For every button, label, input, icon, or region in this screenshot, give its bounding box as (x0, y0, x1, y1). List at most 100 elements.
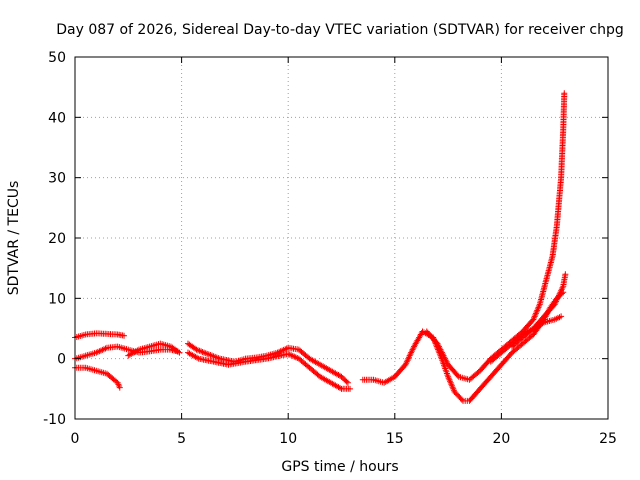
data-point-trail (186, 350, 201, 361)
data-point (176, 349, 183, 356)
data-point (116, 384, 123, 391)
data-point-trail (265, 351, 290, 362)
data-point (344, 379, 351, 386)
x-tick-label: 20 (492, 431, 510, 447)
y-tick-label: 20 (48, 231, 66, 247)
data-point-trail (520, 317, 536, 334)
data-point-trail (445, 375, 457, 394)
data-point-trail (462, 397, 471, 404)
data-point-trail (186, 341, 199, 352)
data-point-trail (205, 351, 222, 362)
data-point-trail (318, 374, 333, 385)
x-tick-label: 5 (177, 431, 186, 447)
data-point-trail (537, 278, 549, 306)
series-arc-6 (184, 349, 354, 392)
data-point-trail (435, 342, 451, 367)
x-axis-ticks: 0 5 10 15 20 25 (71, 57, 617, 447)
data-point-trail (510, 335, 525, 349)
data-point-trail (510, 341, 525, 355)
data-point-trail (115, 381, 123, 389)
data-point-trail (558, 128, 567, 180)
data-point-trail (488, 362, 504, 379)
grid (75, 57, 608, 419)
data-point-trail (73, 332, 87, 340)
data-point-trail (148, 341, 162, 350)
data-point-trail (411, 330, 425, 349)
y-tick-label: 0 (57, 352, 66, 368)
data-point-trail (560, 272, 569, 288)
data-point-trail (73, 353, 87, 362)
plot-frame (74, 56, 609, 420)
data-point (551, 301, 558, 308)
data-point-trail (542, 317, 556, 325)
data-point-trail (403, 345, 417, 367)
y-tick-label: 30 (48, 171, 66, 187)
data-point-trail (105, 371, 120, 385)
data-point-trail (195, 347, 209, 357)
data-point-trail (308, 356, 322, 367)
data-point-trail (531, 314, 546, 331)
data-point-trail (244, 355, 269, 365)
y-tick-label: 50 (48, 50, 66, 66)
data-point-trail (307, 365, 322, 379)
data-point-trail (531, 302, 543, 321)
data-series (72, 90, 569, 404)
data-point-trail (439, 357, 451, 379)
data-point-trail (521, 332, 535, 346)
data-point-trail (276, 345, 290, 355)
data-point-trail (84, 350, 98, 359)
y-tick-label: 10 (48, 291, 66, 307)
data-point (306, 355, 313, 362)
series-arc-3 (72, 364, 123, 391)
data-point-trail (116, 344, 130, 353)
data-point (561, 90, 568, 97)
data-point (558, 313, 565, 320)
data-point-trail (467, 368, 482, 382)
data-point-trail (329, 380, 343, 391)
data-point-trail (95, 368, 109, 377)
data-point-trail (382, 374, 397, 385)
data-point (193, 346, 200, 353)
data-point-trail (392, 362, 408, 379)
chart-title: Day 087 of 2026, Sidereal Day-to-day VTE… (56, 22, 624, 38)
data-point-trail (489, 350, 504, 364)
data-point (93, 349, 100, 356)
data-point-trail (372, 377, 386, 386)
series-arc-4 (125, 340, 183, 359)
data-point-trail (329, 368, 343, 379)
data-point-trail (499, 350, 514, 367)
data-point-trail (297, 356, 312, 370)
data-point-trail (424, 329, 440, 346)
data-point-trail (560, 91, 568, 131)
data-point-trail (287, 345, 301, 353)
x-tick-label: 15 (386, 431, 404, 447)
series-arc-8 (423, 90, 568, 383)
series-arc-1 (72, 330, 128, 341)
data-point-trail (126, 347, 141, 358)
data-point-trail (543, 254, 556, 282)
data-point-trail (549, 224, 560, 258)
data-point-trail (286, 351, 301, 361)
series-arc-10 (509, 271, 569, 350)
data-point-trail (297, 347, 312, 361)
data-point-trail (84, 365, 98, 374)
x-axis-label: GPS time / hours (281, 459, 398, 475)
data-point-trail (521, 326, 535, 340)
data-point-trail (116, 331, 126, 339)
data-point-trail (467, 387, 482, 403)
y-axis-ticks: -10 0 10 20 30 40 50 (43, 50, 608, 428)
data-point-trail (542, 302, 557, 319)
data-point-trail (499, 341, 514, 355)
y-tick-label: -10 (43, 412, 66, 428)
series-arc-7 (359, 289, 567, 404)
data-point-trail (478, 375, 493, 391)
x-tick-label: 25 (599, 431, 617, 447)
y-axis-label: SDTVAR / TECUs (6, 181, 22, 296)
data-point (347, 385, 354, 392)
x-tick-label: 10 (279, 431, 297, 447)
data-point (121, 332, 128, 339)
data-point-trail (94, 345, 109, 355)
data-point-trail (339, 375, 350, 385)
data-point-trail (553, 314, 563, 322)
